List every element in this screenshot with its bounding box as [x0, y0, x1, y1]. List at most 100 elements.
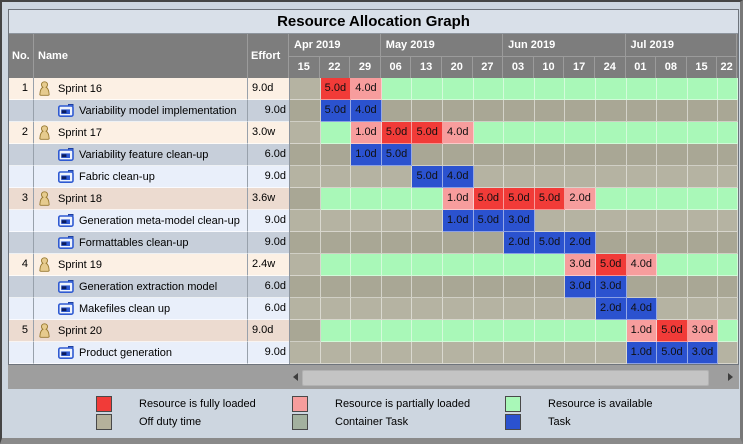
- task-icon: [58, 302, 74, 315]
- table-row[interactable]: Generation meta-model clean-up 9.0d 1.0d 5.…: [9, 210, 738, 232]
- allocation-cell: 2.0d: [595, 298, 627, 320]
- column-header-effort: Effort: [248, 34, 289, 78]
- legend-item: Resource is available: [505, 396, 653, 412]
- table-row[interactable]: Formattables clean-up 9.0d 2.0d 5.0d 2.0d: [9, 232, 738, 254]
- allocation-cell: [473, 122, 505, 144]
- allocation-cell: 3.0d: [565, 254, 596, 276]
- month-header: Apr 2019: [289, 34, 381, 57]
- allocation-cell: [595, 100, 627, 122]
- allocation-cell: [534, 276, 566, 298]
- allocation-cell: 5.0d: [412, 166, 443, 188]
- row-timeline: 3.0d 5.0d 4.0d: [289, 254, 738, 276]
- allocation-cell: [626, 276, 658, 298]
- table-row[interactable]: Variability model implementation 9.0d 5.0d…: [9, 100, 738, 122]
- table-row[interactable]: Variability feature clean-up 6.0d 1.0d 5.0d: [9, 144, 738, 166]
- row-name: Formattables clean-up: [79, 236, 189, 249]
- allocation-cell: [595, 210, 627, 232]
- date-header: 17: [564, 57, 595, 78]
- allocation-cell: [595, 232, 627, 254]
- row-name: Sprint 17: [58, 126, 103, 139]
- scroll-thumb[interactable]: [302, 370, 709, 386]
- allocation-cell: [657, 144, 688, 166]
- row-name-cell: Variability feature clean-up: [34, 144, 248, 166]
- legend-item: Resource is fully loaded: [96, 396, 256, 412]
- scroll-right-button[interactable]: [724, 369, 736, 385]
- horizontal-scrollbar[interactable]: [289, 369, 738, 386]
- allocation-cell: [626, 210, 658, 232]
- table-row[interactable]: 1 Sprint 16 9.0d 5.0d 4.0d: [9, 78, 738, 100]
- allocation-cell: [351, 320, 382, 342]
- allocation-cell: 2.0d: [565, 188, 596, 210]
- allocation-cell: [442, 298, 474, 320]
- allocation-cell: [290, 144, 321, 166]
- allocation-cell: [687, 188, 719, 210]
- table-row[interactable]: 4 Sprint 19 2.4w 3.0d 5.0d 4.0d: [9, 254, 738, 276]
- page-title: Resource Allocation Graph: [9, 10, 738, 34]
- allocation-cell: [442, 100, 474, 122]
- row-number: 2: [9, 122, 34, 144]
- row-effort: 9.0d: [248, 232, 289, 254]
- allocation-cell: [473, 276, 505, 298]
- row-timeline: 1.0d 5.0d 3.0d: [289, 320, 738, 342]
- allocation-cell: [412, 78, 443, 100]
- allocation-cell: [626, 78, 658, 100]
- allocation-cell: [290, 100, 321, 122]
- row-name: Sprint 19: [58, 258, 103, 271]
- table-row[interactable]: 2 Sprint 17 3.0w 1.0d 5.0d 5.0d 4.0d: [9, 122, 738, 144]
- allocation-cell: [381, 100, 413, 122]
- allocation-cell: [504, 276, 535, 298]
- row-name: Sprint 20: [58, 324, 103, 337]
- allocation-cell: 5.0d: [657, 320, 688, 342]
- legend-item: Off duty time: [96, 414, 201, 430]
- allocation-cell: 4.0d: [442, 166, 474, 188]
- table-row[interactable]: Product generation 9.0d 1.0d 5.0d 3.0d: [9, 342, 738, 364]
- row-name-cell: Makefiles clean up: [34, 298, 248, 320]
- allocation-cell: [626, 144, 658, 166]
- allocation-cell: [290, 254, 321, 276]
- allocation-cell: [381, 298, 413, 320]
- allocation-cell: [290, 166, 321, 188]
- row-name-cell: Variability model implementation: [34, 100, 248, 122]
- allocation-cell: 5.0d: [320, 100, 352, 122]
- allocation-cell: [657, 78, 688, 100]
- allocation-cell: [381, 232, 413, 254]
- month-header: May 2019: [380, 34, 504, 57]
- row-timeline: 2.0d 4.0d: [289, 298, 738, 320]
- table-row[interactable]: Generation extraction model 6.0d 3.0d 3.0d: [9, 276, 738, 298]
- allocation-cell: [412, 320, 443, 342]
- allocation-cell: [504, 320, 535, 342]
- allocation-cell: [504, 100, 535, 122]
- legend-item: Resource is partially loaded: [292, 396, 470, 412]
- row-timeline: 1.0d 5.0d 3.0d: [289, 342, 738, 364]
- allocation-cell: [565, 210, 596, 232]
- allocation-cell: [534, 342, 566, 364]
- table-row[interactable]: 3 Sprint 18 3.6w 1.0d 5.0d 5.0d 5.0d 2.0d: [9, 188, 738, 210]
- allocation-cell: [595, 166, 627, 188]
- date-header: 20: [442, 57, 473, 78]
- legend-swatch: [505, 396, 521, 412]
- allocation-cell: 1.0d: [626, 320, 658, 342]
- legend-swatch: [96, 414, 112, 430]
- table-row[interactable]: Makefiles clean up 6.0d 2.0d 4.0d: [9, 298, 738, 320]
- table-row[interactable]: 5 Sprint 20 9.0d 1.0d 5.0d 3.0d: [9, 320, 738, 342]
- date-header: 13: [411, 57, 442, 78]
- date-header: 01: [626, 57, 657, 78]
- row-timeline: 3.0d 3.0d: [289, 276, 738, 298]
- scroll-left-button[interactable]: [289, 369, 301, 385]
- row-timeline: 1.0d 5.0d 3.0d: [289, 210, 738, 232]
- date-header: 27: [473, 57, 504, 78]
- allocation-cell: [504, 254, 535, 276]
- date-header: 29: [350, 57, 381, 78]
- allocation-cell: [718, 78, 738, 100]
- row-name: Sprint 18: [58, 192, 103, 205]
- row-name: Product generation: [79, 346, 172, 359]
- date-header: 15: [687, 57, 718, 78]
- allocation-cell: 5.0d: [504, 188, 535, 210]
- row-effort: 9.0d: [248, 100, 289, 122]
- legend: Resource is fully loaded Resource is part…: [2, 389, 740, 438]
- allocation-cell: 1.0d: [351, 144, 382, 166]
- table-row[interactable]: Fabric clean-up 9.0d 5.0d 4.0d: [9, 166, 738, 188]
- row-number: [9, 232, 34, 254]
- date-header: 24: [595, 57, 626, 78]
